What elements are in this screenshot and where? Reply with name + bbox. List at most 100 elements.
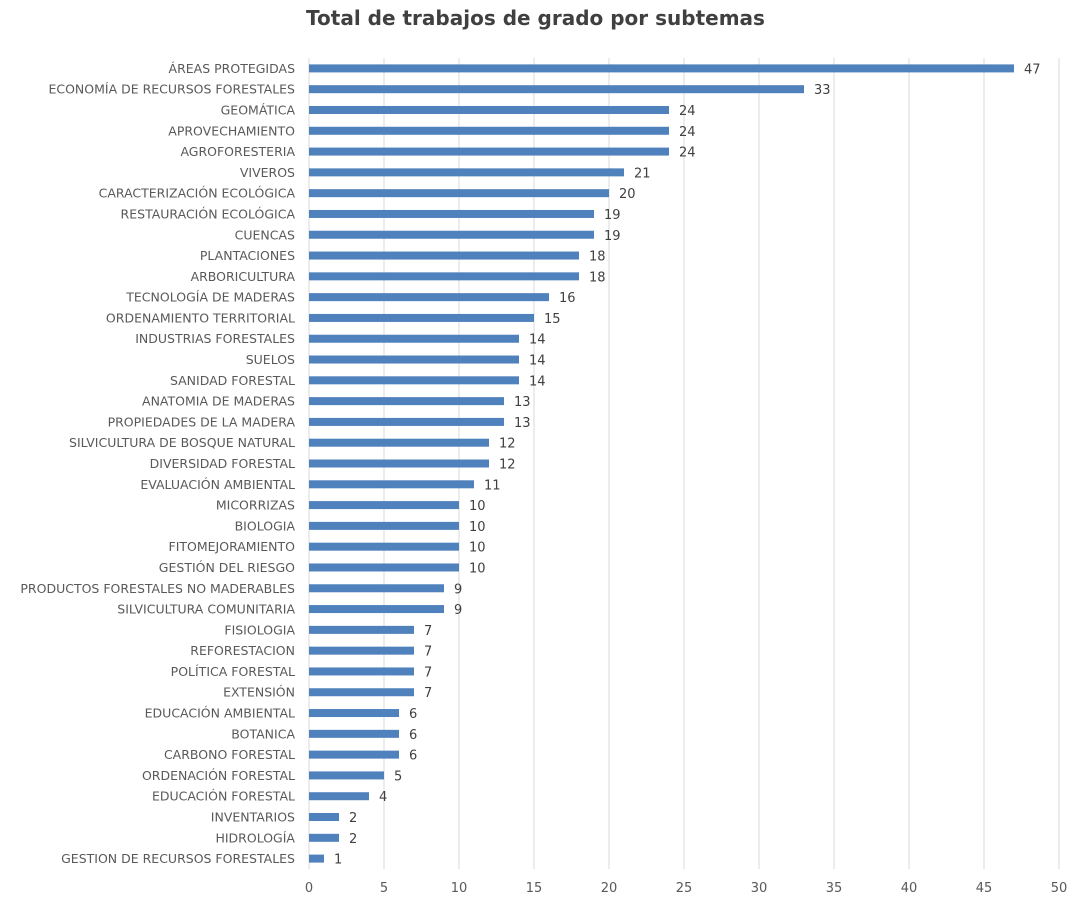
data-label: 10 [469,541,486,556]
category-label: FISIOLOGIA [224,622,295,637]
category-label: PLANTACIONES [200,248,295,263]
data-label: 6 [409,707,417,722]
category-label: EXTENSIÓN [223,685,295,700]
data-label: 24 [679,125,696,140]
x-axis-ticks: 0 5 10 15 20 25 30 35 40 45 50 [305,881,1067,896]
x-tick-label: 30 [751,881,768,896]
bar [309,209,594,218]
x-tick-label: 20 [601,881,618,896]
bar [309,584,444,593]
bar [309,542,459,551]
data-label: 16 [559,291,576,306]
data-label: 13 [514,416,531,431]
data-label: 1 [334,853,342,868]
category-label: AGROFORESTERIA [180,144,295,159]
data-label: 10 [469,520,486,535]
bar [309,189,609,198]
bar [309,771,384,780]
category-label: CARBONO FORESTAL [164,747,295,762]
data-label: 2 [349,811,357,826]
x-tick-label: 5 [380,881,388,896]
category-label: ORDENAMIENTO TERRITORIAL [106,310,295,325]
data-label: 12 [499,437,516,452]
category-label: SILVICULTURA COMUNITARIA [117,602,295,617]
category-label: RESTAURACIÓN ECOLÓGICA [121,206,296,221]
data-label: 19 [604,208,621,223]
bar [309,251,579,260]
data-label: 7 [424,665,432,680]
bar [309,625,414,634]
data-label: 18 [589,270,606,285]
category-label: APROVECHAMIENTO [168,123,295,138]
category-label: SILVICULTURA DE BOSQUE NATURAL [69,435,295,450]
bar [309,313,534,322]
data-label: 20 [619,187,636,202]
category-labels: ÁREAS PROTEGIDAS ECONOMÍA DE RECURSOS FOR… [20,61,295,866]
bar [309,126,669,135]
category-label: DIVERSIDAD FORESTAL [150,456,295,471]
bar [309,272,579,281]
bar [309,397,504,406]
x-tick-label: 35 [826,881,843,896]
category-label: INDUSTRIAS FORESTALES [135,331,295,346]
data-label: 47 [1024,62,1041,77]
bar [309,813,339,822]
data-label: 19 [604,229,621,244]
category-label: POLÍTICA FORESTAL [171,664,295,679]
category-label: PROPIEDADES DE LA MADERA [108,414,296,429]
bar [309,833,339,842]
category-label: VIVEROS [240,165,295,180]
bar [309,854,324,863]
category-label: SANIDAD FORESTAL [170,373,295,388]
category-label: GESTION DE RECURSOS FORESTALES [61,851,295,866]
data-label: 11 [484,478,501,493]
data-label: 14 [529,374,546,389]
data-label: 24 [679,104,696,119]
bar [309,459,489,468]
category-label: EVALUACIÓN AMBIENTAL [140,477,295,492]
bar [309,563,459,572]
category-label: PRODUCTOS FORESTALES NO MADERABLES [20,581,295,596]
data-label: 7 [424,624,432,639]
data-label: 5 [394,769,402,784]
bar [309,293,549,302]
data-label: 9 [454,603,462,618]
data-label: 4 [379,790,387,805]
bar [309,147,669,156]
bar [309,85,804,94]
data-label: 18 [589,250,606,265]
category-label: GESTIÓN DEL RIESGO [159,560,295,575]
category-label: CUENCAS [235,227,295,242]
bar [309,480,474,489]
x-tick-label: 15 [526,881,543,896]
category-label: SUELOS [246,352,295,367]
data-label: 9 [454,582,462,597]
bar [309,230,594,239]
bar [309,501,459,510]
bar [309,168,624,177]
category-label: INVENTARIOS [211,810,295,825]
category-label: ECONOMÍA DE RECURSOS FORESTALES [48,82,295,97]
data-label: 2 [349,832,357,847]
bar [309,688,414,697]
data-label: 10 [469,561,486,576]
bar [309,521,459,530]
category-label: BIOLOGIA [235,518,296,533]
data-label: 13 [514,395,531,410]
data-label: 10 [469,499,486,514]
category-label: HIDROLOGÍA [215,830,295,845]
data-label: 33 [814,83,831,98]
category-label: FITOMEJORAMIENTO [169,539,296,554]
bar [309,792,369,801]
category-label: EDUCACIÓN FORESTAL [152,789,295,804]
bar [309,667,414,676]
category-label: BOTANICA [231,726,295,741]
x-tick-label: 50 [1051,881,1068,896]
data-label: 7 [424,645,432,660]
x-tick-label: 25 [676,881,693,896]
bar [309,709,399,718]
data-label: 14 [529,354,546,369]
bar [309,355,519,364]
